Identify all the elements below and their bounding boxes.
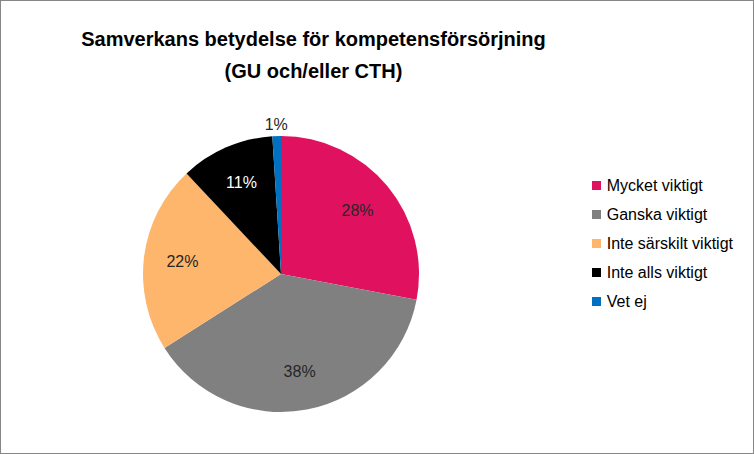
svg-text:38%: 38% [284,363,316,380]
svg-text:11%: 11% [226,174,257,191]
html-text:Samverkans betydelse för kompe: Samverkans betydelse för kompetensförsör… [81,28,546,50]
html-text:Inte särskilt viktigt: Inte särskilt viktigt [606,234,733,252]
html-text:Vet ej: Vet ej [606,292,647,310]
html-text:(GU och/eller CTH): (GU och/eller CTH) [224,60,403,82]
svg-text:22%: 22% [166,253,198,270]
html-text:Mycket viktigt: Mycket viktigt [606,176,703,194]
svg-text:28%: 28% [342,202,374,219]
svg-text:1%: 1% [265,116,288,133]
html-text:Inte alls viktigt: Inte alls viktigt [606,263,708,281]
html-text:Ganska viktigt: Ganska viktigt [606,205,708,223]
